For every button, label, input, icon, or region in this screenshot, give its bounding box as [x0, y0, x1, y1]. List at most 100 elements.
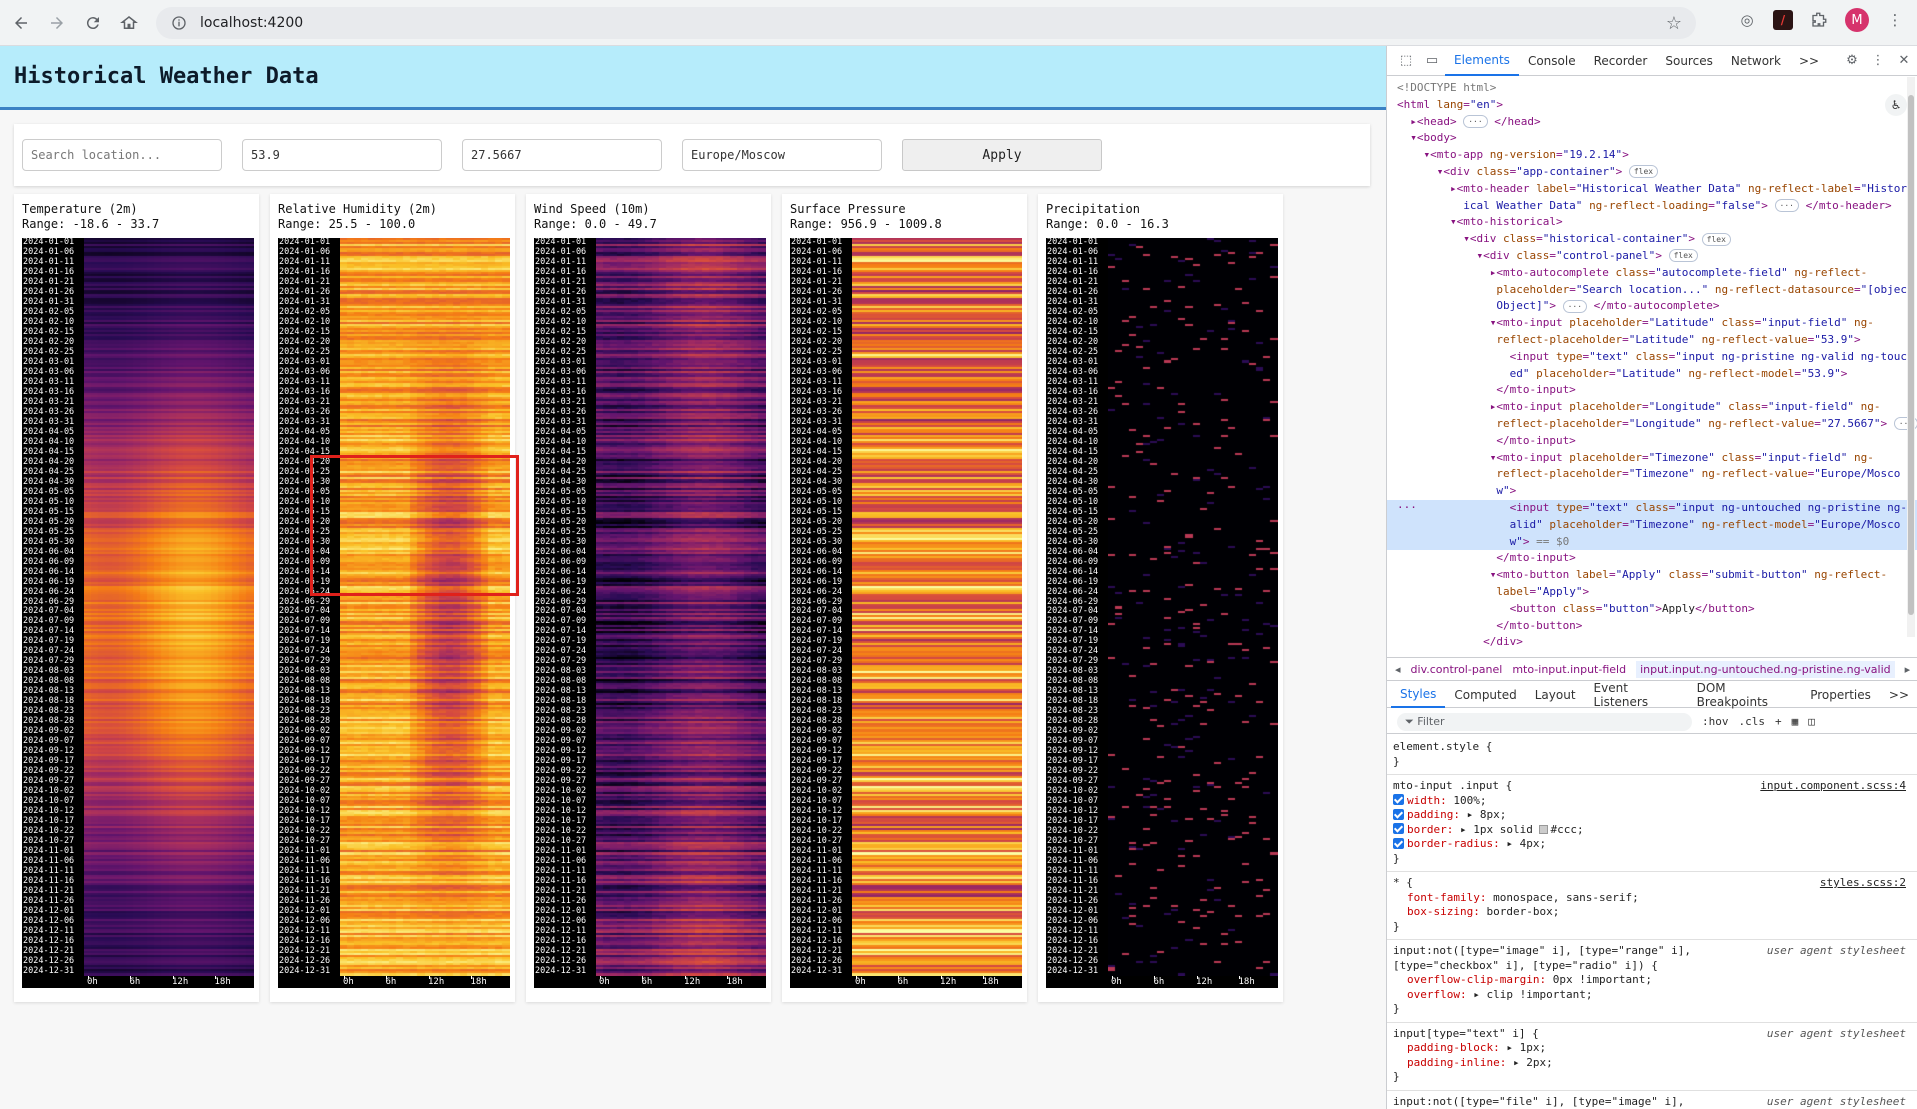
search-location-input[interactable] — [22, 139, 222, 171]
latitude-input[interactable] — [242, 139, 442, 171]
date-tick-label: 2024-01-11 — [791, 256, 843, 267]
heatmap-canvas[interactable] — [1108, 238, 1278, 976]
extension-red-icon[interactable]: / — [1773, 10, 1793, 30]
chart-title: Temperature (2m) — [22, 202, 138, 216]
chart-pressure: Surface Pressure Range: 956.9 - 1009.8 2… — [782, 194, 1027, 1002]
date-tick-label: 2024-01-26 — [23, 286, 75, 297]
tab-network[interactable]: Network — [1730, 53, 1781, 68]
close-icon[interactable]: ✕ — [1898, 53, 1910, 68]
tab-computed[interactable]: Computed — [1454, 687, 1517, 702]
date-tick-label: 2024-03-31 — [23, 416, 75, 427]
date-tick-label: 2024-08-23 — [23, 706, 75, 717]
date-tick-label: 2024-01-11 — [23, 256, 75, 267]
device-toolbar-icon[interactable]: ▭ — [1425, 53, 1439, 68]
devtools-menu-icon[interactable]: ⋮ — [1871, 53, 1885, 68]
date-tick-label: 2024-08-08 — [535, 676, 587, 687]
tab-event-listeners[interactable]: Event Listeners — [1593, 680, 1649, 709]
style-rule[interactable]: input:not([type="file" i], [type="image"… — [1387, 1091, 1917, 1109]
date-tick-label: 2024-09-12 — [791, 746, 843, 757]
date-tick-label: 2024-02-05 — [1047, 306, 1099, 317]
date-tick-label: 2024-03-16 — [1047, 386, 1099, 397]
home-icon[interactable] — [114, 8, 144, 38]
date-tick-label: 2024-04-20 — [1047, 456, 1099, 467]
breadcrumb-item[interactable]: div.control-panel — [1410, 662, 1503, 676]
breadcrumb-prev-icon[interactable]: ◂ — [1395, 662, 1401, 676]
hover-state-toggle[interactable]: :hov — [1702, 715, 1729, 728]
tab-layout[interactable]: Layout — [1534, 687, 1576, 702]
forward-icon[interactable] — [42, 8, 72, 38]
date-tick-label: 2024-08-13 — [1047, 686, 1099, 697]
longitude-input[interactable] — [462, 139, 662, 171]
app-header: Historical Weather Data — [0, 46, 1386, 110]
heatmap[interactable]: 2024-01-01 2024-01-06 2024-01-11 2024-01-16… — [22, 238, 254, 988]
dom-scrollbar[interactable] — [1907, 77, 1915, 637]
site-info-icon[interactable] — [170, 14, 188, 32]
dom-tree[interactable]: <!DOCTYPE html> <html lang="en"> ▸<head>… — [1387, 77, 1917, 657]
date-tick-label: 2024-02-20 — [535, 336, 587, 347]
bookmark-star-icon[interactable]: ☆ — [1665, 13, 1682, 34]
timezone-input[interactable] — [682, 139, 882, 171]
paint-icon[interactable]: ▦ — [1791, 715, 1799, 728]
profile-avatar[interactable]: M — [1845, 8, 1869, 32]
add-rule-icon[interactable]: + — [1775, 715, 1782, 728]
date-tick-label: 2024-06-14 — [279, 566, 331, 577]
extensions-puzzle-icon[interactable] — [1807, 8, 1831, 32]
tab-properties[interactable]: Properties — [1810, 687, 1871, 702]
styles-pane[interactable]: element.style { } mto-input .input { inp… — [1387, 736, 1917, 1109]
tab-dom-breakpoints[interactable]: DOM Breakpoints — [1696, 680, 1769, 709]
more-tabs-icon[interactable]: >> — [1798, 53, 1820, 68]
date-tick-label: 2024-08-23 — [535, 706, 587, 717]
hour-tick-label: 6h — [641, 977, 653, 987]
heatmap-canvas[interactable] — [596, 238, 766, 976]
date-tick-label: 2024-01-16 — [791, 266, 843, 277]
tab-styles[interactable]: Styles — [1391, 682, 1446, 708]
breadcrumb-next-icon[interactable]: ▸ — [1904, 662, 1911, 676]
address-bar[interactable]: localhost:4200 ☆ — [156, 7, 1696, 39]
date-tick-label: 2024-09-07 — [535, 736, 587, 747]
class-toggle[interactable]: .cls — [1738, 715, 1766, 728]
sidebar-toggle-icon[interactable]: ◫ — [1808, 715, 1815, 728]
extension-grey-icon[interactable]: ◎ — [1740, 11, 1754, 29]
date-tick-label: 2024-03-21 — [279, 396, 331, 407]
chart-title: Relative Humidity (2m) — [278, 202, 437, 216]
heatmap-canvas[interactable] — [852, 238, 1022, 976]
devtools-panel: ⬚ ▭ Elements Console Recorder Sources Ne… — [1386, 46, 1917, 1109]
date-tick-label: 2024-06-24 — [23, 586, 75, 597]
style-rule[interactable]: element.style { } — [1387, 736, 1917, 775]
browser-menu-icon[interactable]: ⋮ — [1887, 11, 1903, 29]
heatmap-canvas[interactable] — [340, 238, 510, 976]
date-tick-label: 2024-04-10 — [279, 436, 331, 447]
date-tick-label: 2024-04-30 — [1047, 476, 1099, 487]
style-rule[interactable]: input[type="text" i] { user agent styles… — [1387, 1023, 1917, 1091]
tab-recorder[interactable]: Recorder — [1593, 53, 1648, 68]
date-tick-label: 2024-02-20 — [1047, 336, 1099, 347]
style-rule[interactable]: input:not([type="image" i], [type="range… — [1387, 940, 1917, 1023]
reload-icon[interactable] — [78, 8, 108, 38]
date-tick-label: 2024-09-12 — [23, 746, 75, 757]
date-tick-label: 2024-01-31 — [279, 296, 331, 307]
heatmap[interactable]: 2024-01-01 2024-01-06 2024-01-11 2024-01-16… — [278, 238, 510, 988]
styles-filter-input[interactable]: ⏷ Filter — [1397, 712, 1692, 731]
more-style-tabs-icon[interactable]: >> — [1888, 687, 1909, 702]
accessibility-icon[interactable]: ♿ — [1885, 94, 1907, 116]
tab-console[interactable]: Console — [1527, 53, 1576, 68]
breadcrumb-item[interactable]: mto-input.input-field — [1512, 662, 1627, 676]
breadcrumb-item-current[interactable]: input.input.ng-untouched.ng-pristine.ng-… — [1636, 660, 1895, 678]
back-icon[interactable] — [6, 8, 36, 38]
tab-sources[interactable]: Sources — [1665, 53, 1713, 68]
date-tick-label: 2024-07-14 — [535, 626, 587, 637]
inspect-element-icon[interactable]: ⬚ — [1399, 53, 1413, 68]
heatmap[interactable]: 2024-01-01 2024-01-06 2024-01-11 2024-01-16… — [534, 238, 766, 988]
date-tick-label: 2024-12-21 — [791, 946, 843, 957]
date-tick-label: 2024-02-05 — [535, 306, 587, 317]
settings-gear-icon[interactable]: ⚙ — [1846, 53, 1858, 68]
apply-button[interactable]: Apply — [902, 139, 1102, 171]
hour-tick — [130, 976, 132, 979]
heatmap[interactable]: 2024-01-01 2024-01-06 2024-01-11 2024-01-16… — [1046, 238, 1278, 988]
heatmap[interactable]: 2024-01-01 2024-01-06 2024-01-11 2024-01-16… — [790, 238, 1022, 988]
date-tick-label: 2024-08-03 — [1047, 666, 1099, 677]
style-rule[interactable]: * { styles.scss:2 font-family: monospace… — [1387, 872, 1917, 940]
tab-elements[interactable]: Elements — [1445, 46, 1519, 76]
style-rule[interactable]: mto-input .input { input.component.scss:… — [1387, 775, 1917, 872]
heatmap-canvas[interactable] — [84, 238, 254, 976]
